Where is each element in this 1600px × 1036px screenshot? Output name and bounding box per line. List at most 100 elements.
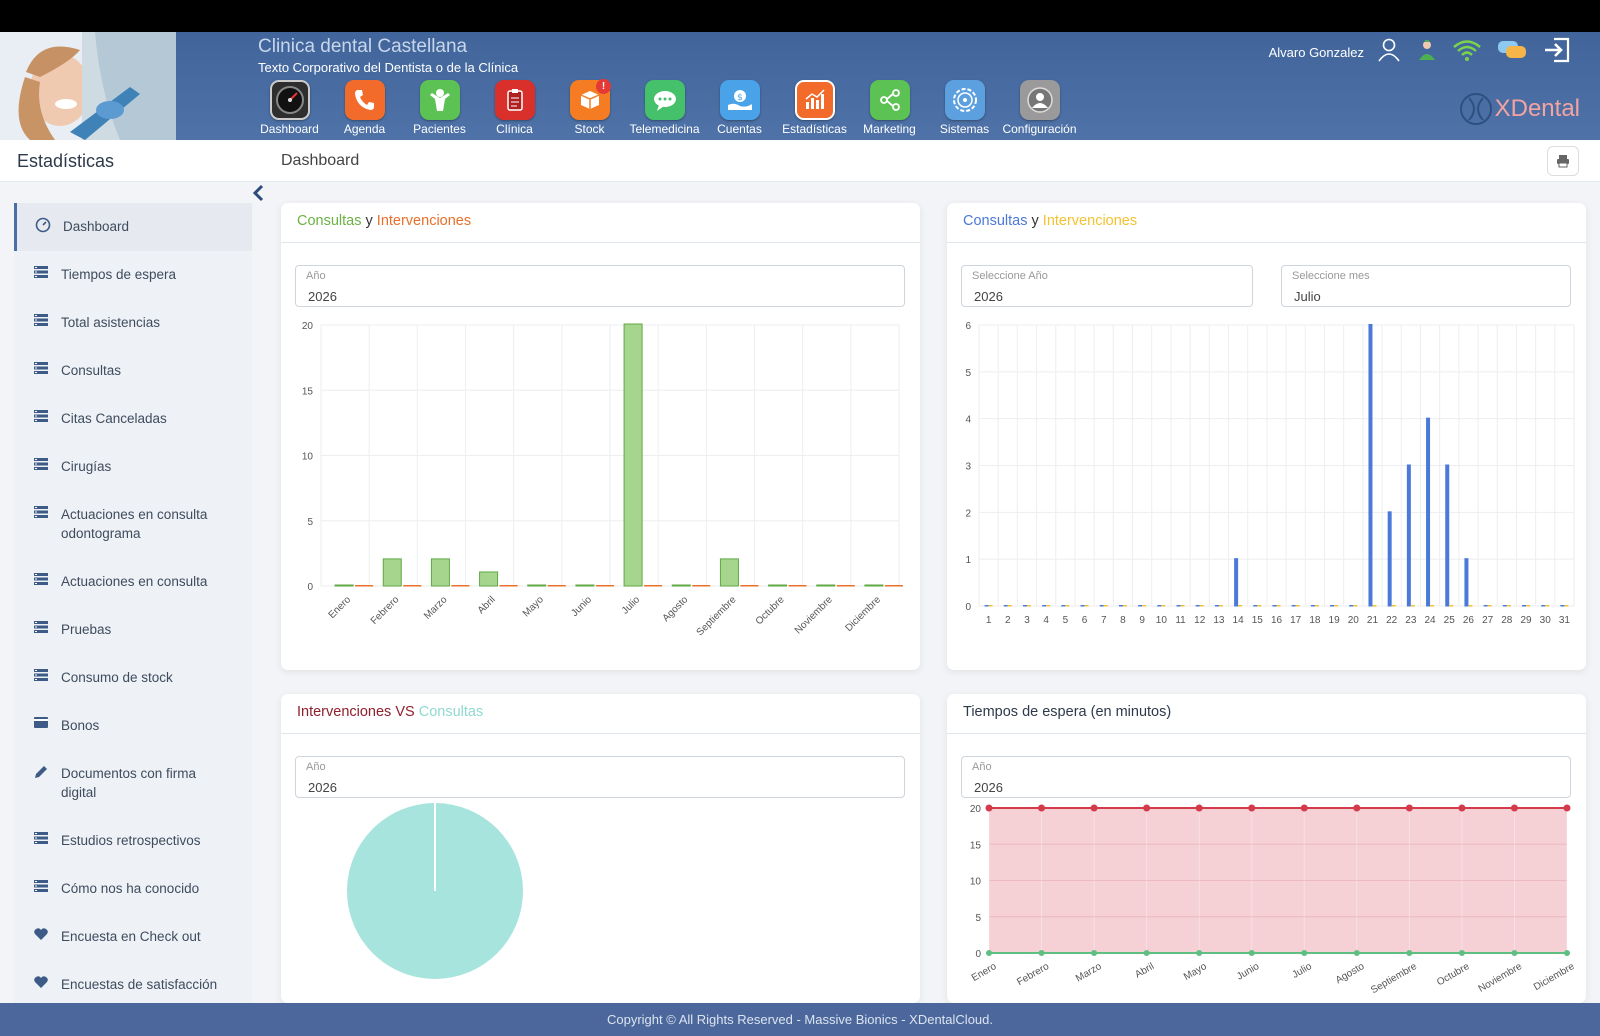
bar-consultas[interactable] (1253, 605, 1258, 607)
bar-intervenciones[interactable] (1122, 605, 1127, 607)
bar-intervenciones[interactable] (788, 585, 807, 587)
bar-consultas[interactable] (1234, 558, 1239, 607)
bar-intervenciones[interactable] (1161, 605, 1166, 607)
user-name[interactable]: Alvaro Gonzalez (1268, 44, 1364, 60)
module-stock[interactable]: ! Stock (552, 79, 627, 140)
module-configuracion[interactable]: Configuración (1002, 80, 1077, 140)
bar-intervenciones[interactable] (403, 585, 422, 587)
bar-consultas[interactable] (1003, 605, 1008, 607)
sidebar-item-consultas[interactable]: Consultas (14, 347, 252, 395)
sidebar-item-encuesta-en-check-out[interactable]: Encuesta en Check out (14, 913, 252, 961)
bar-consultas[interactable] (1157, 605, 1162, 607)
module-estadisticas[interactable]: Estadísticas (777, 80, 852, 140)
bar-consultas[interactable] (527, 584, 547, 587)
sidebar-item-total-asistencias[interactable]: Total asistencias (14, 299, 252, 347)
wifi-icon[interactable] (1452, 38, 1482, 67)
bar-consultas[interactable] (1195, 605, 1200, 607)
bar-intervenciones[interactable] (1391, 605, 1396, 607)
logout-icon[interactable] (1542, 36, 1572, 69)
bar-intervenciones[interactable] (1353, 605, 1358, 607)
year-select[interactable]: Seleccione Año 2026 (961, 265, 1253, 307)
bar-consultas[interactable] (1522, 605, 1527, 607)
bar-intervenciones[interactable] (988, 605, 993, 607)
year-select[interactable]: Año 2026 (295, 265, 905, 307)
data-point-min[interactable] (1406, 950, 1413, 956)
data-point-max[interactable] (1458, 804, 1466, 812)
data-point-min[interactable] (1458, 950, 1465, 956)
bar-consultas[interactable] (1464, 558, 1469, 607)
bar-consultas[interactable] (1349, 605, 1354, 607)
bar-consultas[interactable] (1445, 464, 1450, 607)
data-point-min[interactable] (1564, 950, 1570, 956)
year-select[interactable]: Año 2026 (295, 756, 905, 798)
messages-icon[interactable] (1496, 38, 1528, 67)
sidebar-item-dashboard[interactable]: Dashboard (14, 203, 252, 251)
sidebar-item-actuaciones-en-consulta[interactable]: Actuaciones en consulta (14, 558, 252, 606)
data-point-max[interactable] (1300, 804, 1308, 812)
module-pacientes[interactable]: Pacientes (402, 80, 477, 140)
bar-intervenciones[interactable] (1468, 605, 1473, 607)
data-point-max[interactable] (1195, 804, 1203, 812)
bar-consultas[interactable] (1176, 605, 1181, 607)
data-point-min[interactable] (1248, 950, 1255, 956)
bar-intervenciones[interactable] (547, 585, 566, 587)
module-agenda[interactable]: Agenda (327, 80, 402, 140)
data-point-max[interactable] (1563, 804, 1571, 812)
year-select[interactable]: Año 2026 (961, 756, 1571, 798)
bar-intervenciones[interactable] (692, 585, 711, 587)
bar-intervenciones[interactable] (1564, 605, 1569, 607)
data-point-min[interactable] (1091, 950, 1098, 956)
sidebar-item-citas-canceladas[interactable]: Citas Canceladas (14, 395, 252, 443)
bar-consultas[interactable] (1560, 605, 1565, 607)
sidebar-item-actuaciones-en-consulta-odontograma[interactable]: Actuaciones en consulta odontograma (14, 491, 252, 558)
bar-consultas[interactable] (1214, 605, 1219, 607)
bar-consultas[interactable] (1099, 605, 1104, 607)
bar-intervenciones[interactable] (595, 585, 614, 587)
bar-consultas[interactable] (1406, 464, 1411, 607)
bar-intervenciones[interactable] (1065, 605, 1070, 607)
data-point-max[interactable] (1143, 804, 1151, 812)
bar-consultas[interactable] (768, 584, 788, 587)
bar-consultas[interactable] (1118, 605, 1123, 607)
sidebar-item-tiempos-de-espera[interactable]: Tiempos de espera (14, 251, 252, 299)
module-cuentas[interactable]: $ Cuentas (702, 80, 777, 140)
user-profile-icon[interactable] (1376, 37, 1402, 68)
sidebar-item-encuestas-de-satisfaccion[interactable]: Encuestas de satisfacción (14, 961, 252, 1009)
bar-intervenciones[interactable] (1334, 605, 1339, 607)
bar-consultas[interactable] (575, 584, 595, 587)
bar-consultas[interactable] (430, 558, 450, 587)
bar-consultas[interactable] (1138, 605, 1143, 607)
data-point-max[interactable] (1038, 804, 1046, 812)
bar-consultas[interactable] (479, 571, 499, 587)
bar-consultas[interactable] (334, 584, 354, 587)
bar-intervenciones[interactable] (1526, 605, 1531, 607)
month-select[interactable]: Seleccione mes Julio (1281, 265, 1571, 307)
bar-intervenciones[interactable] (1506, 605, 1511, 607)
bar-intervenciones[interactable] (1218, 605, 1223, 607)
bar-intervenciones[interactable] (1449, 605, 1454, 607)
bar-intervenciones[interactable] (451, 585, 470, 587)
bar-consultas[interactable] (1310, 605, 1315, 607)
bar-consultas[interactable] (1387, 511, 1392, 607)
bar-intervenciones[interactable] (1199, 605, 1204, 607)
bar-intervenciones[interactable] (1142, 605, 1147, 607)
data-point-min[interactable] (1196, 950, 1203, 956)
bar-intervenciones[interactable] (1276, 605, 1281, 607)
bar-consultas[interactable] (1426, 417, 1431, 607)
sidebar-item-como-nos-ha-conocido[interactable]: Cómo nos ha conocido (14, 865, 252, 913)
bar-intervenciones[interactable] (1545, 605, 1550, 607)
bar-intervenciones[interactable] (1026, 605, 1031, 607)
sidebar-item-cirugias[interactable]: Cirugías (14, 443, 252, 491)
bar-consultas[interactable] (623, 323, 643, 587)
bar-intervenciones[interactable] (1007, 605, 1012, 607)
bar-consultas[interactable] (671, 584, 691, 587)
bar-intervenciones[interactable] (1103, 605, 1108, 607)
bar-consultas[interactable] (1080, 605, 1085, 607)
bar-consultas[interactable] (1483, 605, 1488, 607)
module-clinica[interactable]: Clínica (477, 80, 552, 140)
bar-intervenciones[interactable] (1430, 605, 1435, 607)
bar-intervenciones[interactable] (1314, 605, 1319, 607)
bar-intervenciones[interactable] (1410, 605, 1415, 607)
bar-intervenciones[interactable] (836, 585, 855, 587)
data-point-min[interactable] (1301, 950, 1308, 956)
